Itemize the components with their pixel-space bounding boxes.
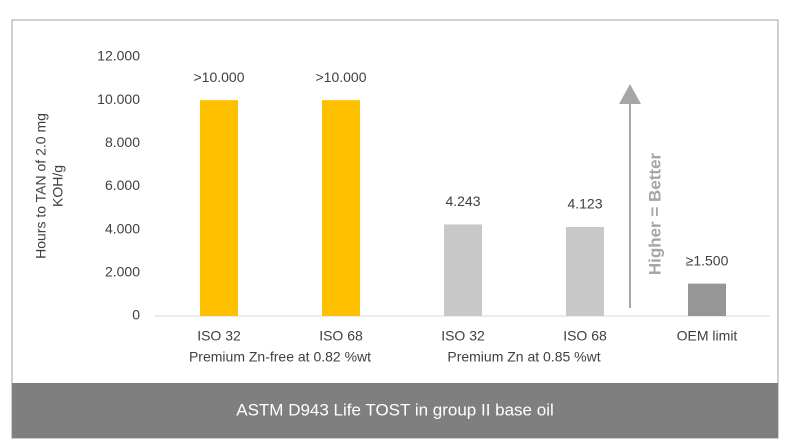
frame: [11, 19, 779, 439]
y-tick-label: 6.000: [105, 177, 140, 193]
bar: [688, 283, 726, 316]
value-label: ≥1.500: [686, 252, 729, 268]
x-tick-label: ISO 68: [319, 328, 363, 344]
value-label: >10.000: [194, 69, 245, 85]
x-tick-label: ISO 68: [563, 328, 607, 344]
y-axis-label: Hours to TAN of 2.0 mg: [33, 113, 49, 259]
group-label: Premium Zn-free at 0.82 %wt: [189, 349, 371, 365]
y-tick-label: 10.000: [97, 91, 140, 107]
y-axis-label: KOH/g: [50, 165, 66, 207]
x-tick-label: ISO 32: [197, 328, 241, 344]
x-tick-label: ISO 32: [441, 328, 485, 344]
y-tick-label: 4.000: [105, 220, 140, 236]
y-tick-label: 0: [132, 307, 140, 323]
bar: [566, 227, 604, 316]
footer: ASTM D943 Life TOST in group II base oil: [236, 400, 554, 419]
x-tick-label: OEM limit: [677, 328, 738, 344]
value-label: 4.243: [445, 193, 480, 209]
y-tick-label: 2.000: [105, 264, 140, 280]
annotation: Higher = Better: [645, 152, 664, 275]
value-label: >10.000: [316, 69, 367, 85]
footer-band: [12, 383, 778, 438]
bar: [200, 100, 238, 317]
arrow-head: [619, 84, 641, 104]
y-tick-label: 12.000: [97, 48, 140, 64]
y-tick-label: 8.000: [105, 134, 140, 150]
bar: [322, 100, 360, 317]
group-label: Premium Zn at 0.85 %wt: [447, 349, 600, 365]
bar: [444, 224, 482, 316]
value-label: 4.123: [567, 196, 602, 212]
